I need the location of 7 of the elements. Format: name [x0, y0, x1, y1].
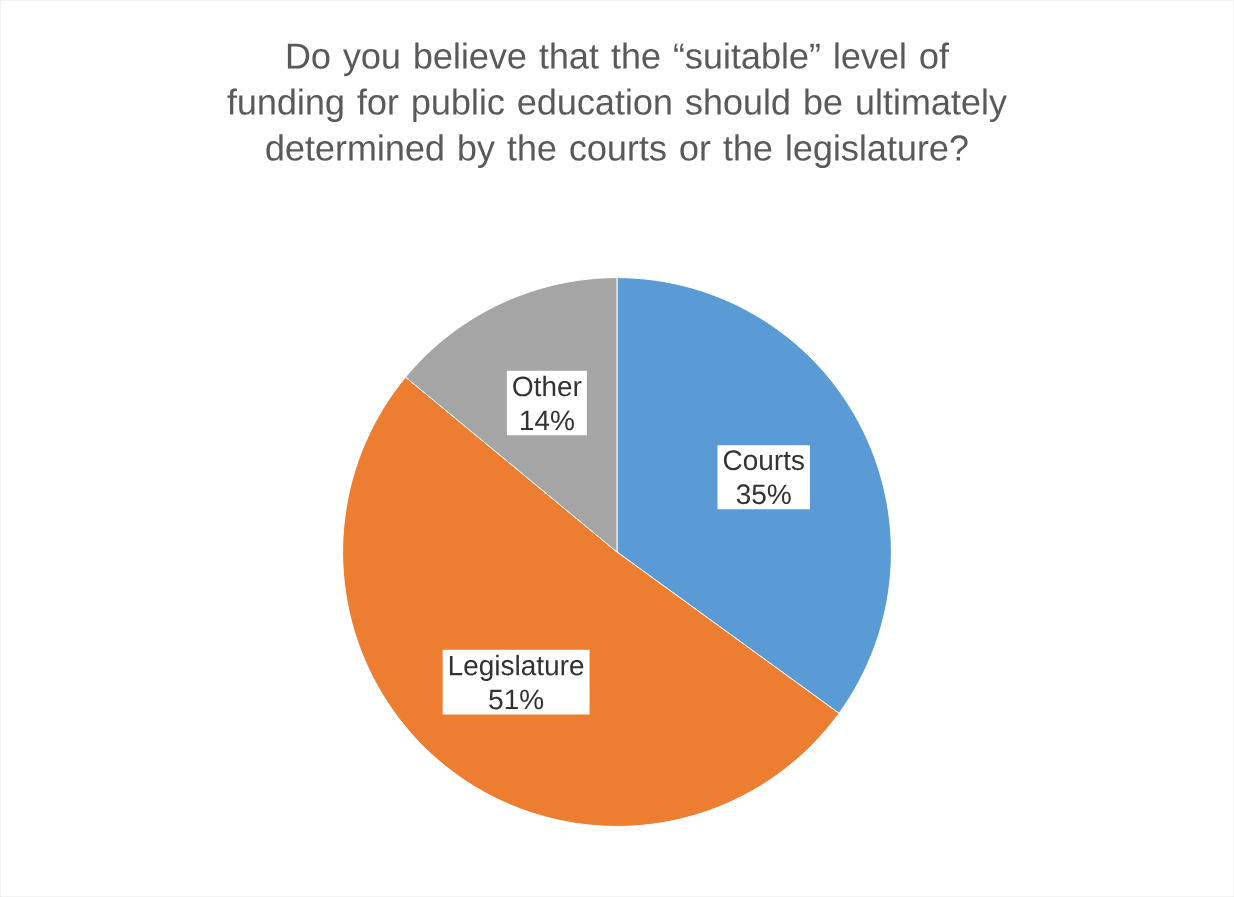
slice-label: Other: [513, 375, 582, 397]
chart-title: Do you believe that the “suitable” level of funding for public education should be ultimately determined by the courts or the legislature?: [227, 42, 1007, 168]
slice-label: Legislature: [449, 654, 584, 681]
data-label: 35%: [736, 484, 791, 505]
slice-label: Courts: [723, 450, 804, 471]
data-label: 51%: [489, 689, 544, 710]
data-label: 14%: [521, 410, 574, 431]
